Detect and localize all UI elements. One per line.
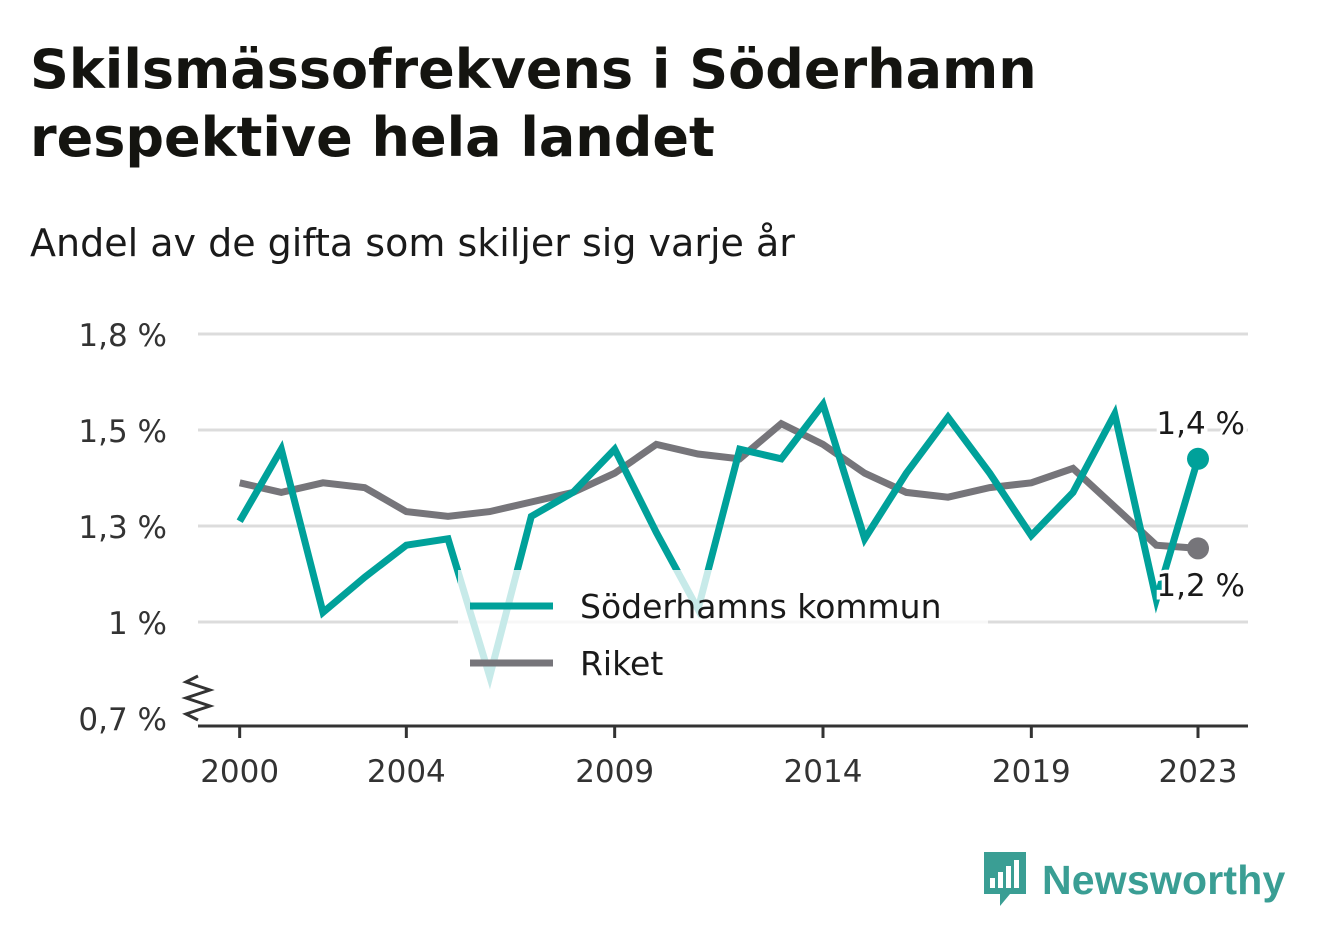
legend-label: Söderhamns kommun (580, 587, 942, 626)
y-axis-labels: 0,7 % 1 % 1,3 % 1,5 % 1,8 % (78, 318, 167, 738)
x-tick-label: 2014 (784, 754, 863, 790)
y-tick-label: 1 % (108, 606, 167, 642)
y-tick-label: 1,3 % (78, 510, 167, 546)
y-tick-label: 1,8 % (78, 318, 167, 354)
y-tick-label: 1,5 % (78, 414, 167, 450)
newsworthy-logo: Newsworthy (980, 850, 1286, 910)
series-lines (236, 396, 1209, 690)
x-tick-label: 2023 (1159, 754, 1238, 790)
chart-title: Skilsmässofrekvens i Söderhamn respektiv… (30, 38, 1037, 169)
x-tick-label: 2009 (575, 754, 654, 790)
x-tick-label: 2000 (200, 754, 279, 790)
series-end-point (1187, 447, 1209, 470)
end-labels: 1,4 % 1,2 % (1153, 403, 1249, 608)
x-tick-label: 2004 (367, 754, 446, 790)
newsworthy-logo-icon (984, 852, 1026, 906)
gridlines (198, 332, 1248, 624)
legend-label: Riket (580, 644, 663, 683)
end-value-label: 1,4 % (1156, 406, 1245, 442)
y-axis-break-icon (181, 674, 215, 722)
x-tick-label: 2019 (992, 754, 1071, 790)
series-line (238, 419, 1199, 552)
legend: Söderhamns kommun Riket (458, 570, 988, 698)
end-value-label: 1,2 % (1156, 568, 1245, 604)
x-axis: 2000 2004 2009 2014 2019 2023 (198, 724, 1248, 790)
y-tick-label: 0,7 % (78, 702, 167, 738)
series-end-point (1187, 537, 1209, 560)
newsworthy-logo-text: Newsworthy (1042, 856, 1286, 903)
chart-subtitle: Andel av de gifta som skiljer sig varje … (30, 221, 795, 265)
series-line (236, 396, 1202, 690)
